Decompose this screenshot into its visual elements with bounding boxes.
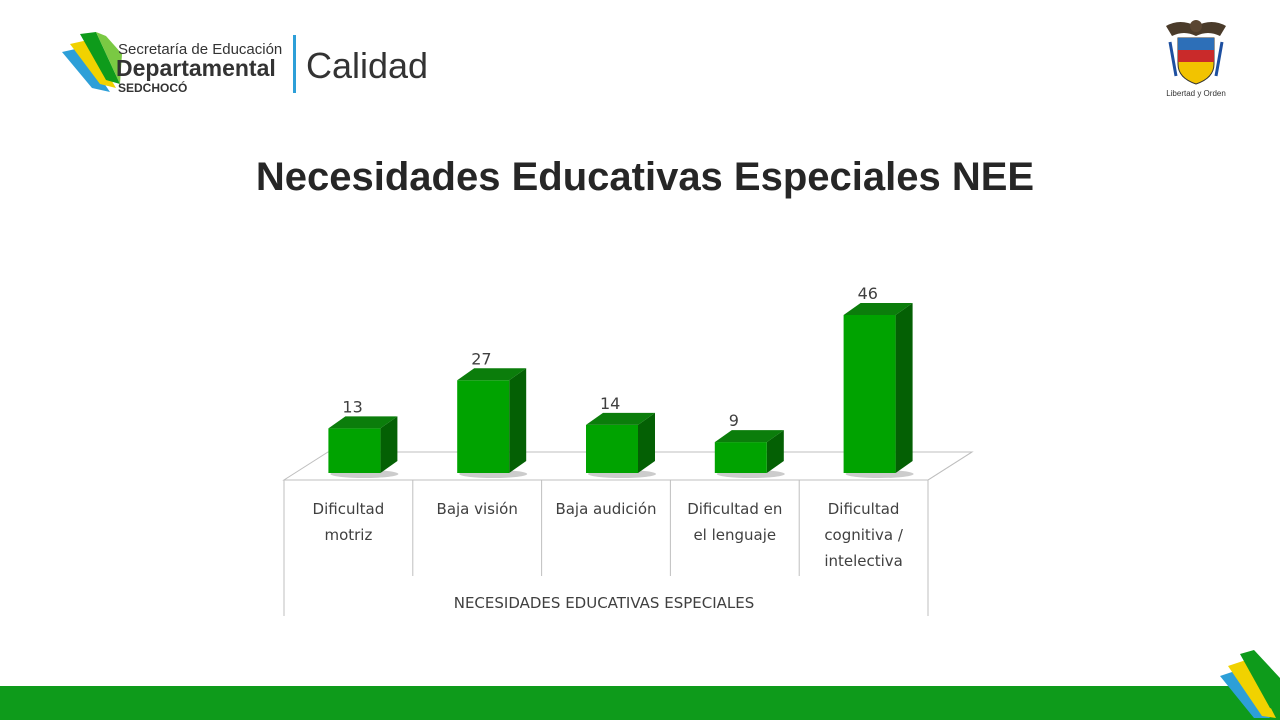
category-axis-table: Dificultad motriz Baja visión Baja audición…: [283, 451, 973, 616]
category-tick-label: Dificultad en: [687, 500, 782, 518]
bar-4: [714, 430, 785, 478]
logo-divider: [293, 35, 296, 93]
category-tick-label: cognitiva /: [824, 526, 904, 544]
colombia-crest-icon: Libertad y Orden: [1166, 20, 1226, 98]
logo-brand: Calidad: [306, 45, 428, 86]
category-group-label: NECESIDADES EDUCATIVAS ESPECIALES: [454, 594, 755, 612]
bar-front: [586, 424, 638, 473]
floor-right-edge: [927, 451, 973, 481]
data-label: 9: [729, 411, 739, 430]
category-tick-label: motriz: [324, 526, 372, 544]
category-tick-label: Baja audición: [555, 500, 656, 518]
logo-line1: Secretaría de Educación: [118, 41, 282, 58]
page-title: Necesidades Educativas Especiales NEE: [255, 155, 1035, 199]
bar-side: [380, 416, 398, 473]
logo-line3: SEDCHOCÓ: [118, 80, 187, 95]
bar-top: [328, 416, 398, 429]
category-tick-label: intelectiva: [824, 552, 903, 570]
category-tick-label: Dificultad: [313, 500, 385, 518]
bar-2: [457, 368, 528, 478]
bar-3: [586, 412, 656, 478]
bar-1: [328, 416, 399, 478]
category-tick-label: el lenguaje: [693, 526, 776, 544]
bar-front: [843, 315, 896, 473]
data-label: 14: [600, 394, 620, 413]
corner-logo-mark-icon: [1220, 650, 1280, 718]
bar-top: [714, 430, 784, 443]
data-label: 46: [858, 284, 878, 303]
data-label: 13: [342, 397, 362, 416]
category-tick-label: Baja visión: [437, 500, 518, 518]
crest-motto: Libertad y Orden: [1166, 89, 1226, 98]
bar-side: [509, 368, 527, 473]
chart-data-labels: 13 27 14 9 46: [342, 284, 878, 430]
bar-side: [895, 303, 913, 473]
bar-side: [766, 430, 784, 473]
bar-front: [457, 380, 510, 473]
logo-mark-icon: [62, 32, 122, 92]
sedchoco-logo: Secretaría de Educación Departamental SE…: [62, 32, 428, 95]
bar-side: [638, 412, 655, 473]
bar-top: [843, 303, 913, 315]
bar-5: [843, 303, 914, 478]
chart-bars: [328, 303, 914, 478]
bar-front: [328, 428, 381, 473]
category-tick-label: Dificultad: [828, 500, 900, 518]
logo-line2: Departamental: [116, 55, 276, 81]
bar-front: [714, 442, 767, 473]
bar-top: [457, 368, 527, 381]
nee-bar-chart: 13 27 14 9 46 Dificultad motriz Baja visión Baj…: [282, 284, 974, 616]
footer-bar: [0, 686, 1280, 720]
bar-top: [586, 412, 655, 425]
data-label: 27: [471, 349, 491, 368]
